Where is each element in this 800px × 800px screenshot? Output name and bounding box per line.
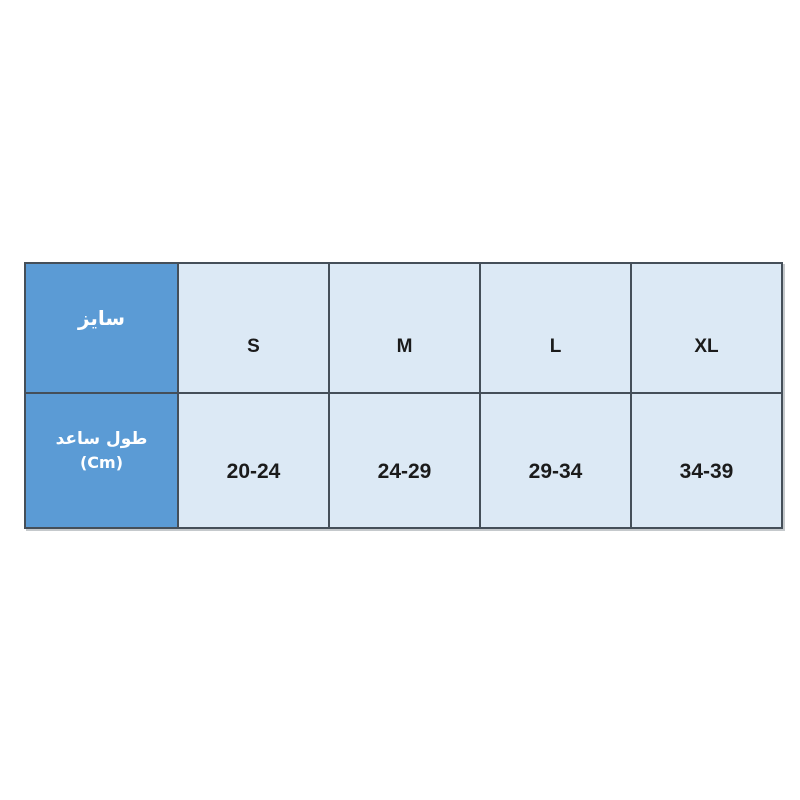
size-cell-m: M — [328, 262, 481, 394]
table-row-forearm-length: طول ساعد (Cm) 20-24 24-29 29-34 34-39 — [24, 392, 783, 529]
range-value-m: 24-29 — [377, 459, 432, 483]
range-cell-m: 24-29 — [328, 392, 481, 529]
range-value-s: 20-24 — [226, 459, 281, 483]
header-measure-cell: طول ساعد (Cm) — [24, 392, 179, 529]
table-row-sizes: سایز S M L XL — [24, 262, 783, 394]
size-table: سایز S M L XL طول ساعد — [24, 262, 783, 529]
measure-unit-label: (Cm) — [79, 453, 124, 473]
size-cell-s: S — [177, 262, 330, 394]
measure-header-label: طول ساعد — [55, 428, 148, 449]
range-value-l: 29-34 — [528, 459, 583, 483]
size-label-s: S — [247, 336, 260, 357]
size-header-label: سایز — [77, 305, 126, 330]
range-value-xl: 34-39 — [679, 459, 734, 483]
size-label-xl: XL — [694, 336, 719, 357]
size-label-l: L — [549, 336, 562, 357]
size-cell-l: L — [479, 262, 632, 394]
range-cell-xl: 34-39 — [630, 392, 783, 529]
range-cell-s: 20-24 — [177, 392, 330, 529]
size-label-m: M — [396, 336, 413, 357]
size-cell-xl: XL — [630, 262, 783, 394]
header-size-cell: سایز — [24, 262, 179, 394]
range-cell-l: 29-34 — [479, 392, 632, 529]
